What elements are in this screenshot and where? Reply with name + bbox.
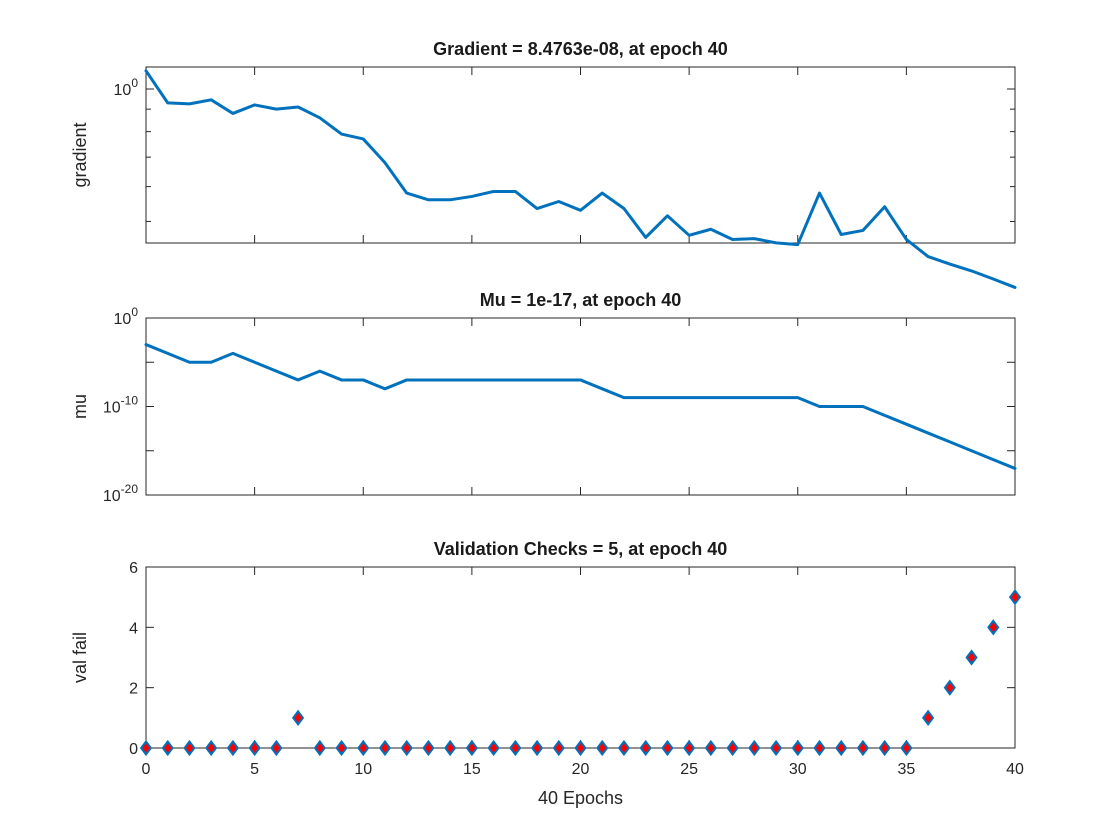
subplot-2: 100 10-10 10-20 Mu = 1e-17, at epoch 40 mu <box>70 290 1017 505</box>
data-point-marker <box>769 739 783 757</box>
data-point-marker <box>1008 589 1022 606</box>
data-point-marker <box>791 739 804 757</box>
data-point-marker <box>183 739 196 757</box>
data-point-marker <box>900 739 913 757</box>
x-axis-label: 40 Epochs <box>538 788 623 808</box>
data-point-marker <box>552 739 565 757</box>
data-point-marker <box>291 709 305 726</box>
axes-frame <box>145 566 1016 749</box>
y-tick-label: 10-20 <box>103 482 138 505</box>
series-line <box>144 69 1017 289</box>
data-point-marker <box>530 739 544 757</box>
data-point-marker <box>856 739 870 757</box>
data-point-marker <box>248 739 261 757</box>
y-axis-label: gradient <box>70 122 90 187</box>
data-point-marker <box>487 739 500 757</box>
y-tick-label: 100 <box>114 305 139 328</box>
x-tick-label: 5 <box>250 761 259 778</box>
data-point-marker <box>661 739 674 757</box>
x-tick-label: 0 <box>142 761 151 778</box>
data-point-marker <box>161 739 174 757</box>
x-tick-label: 20 <box>572 761 590 778</box>
data-point-marker <box>422 739 435 757</box>
y-tick-label: 6 <box>129 560 138 577</box>
x-tick-label: 30 <box>789 761 807 778</box>
y-tick-label: 100 <box>114 76 139 99</box>
x-tick-label: 25 <box>680 761 698 778</box>
data-point-marker <box>813 739 826 757</box>
data-point-marker <box>596 739 609 757</box>
data-point-marker <box>726 739 739 757</box>
subplot-3: 0 5 10 15 20 25 30 35 40 0 2 4 6 Validation Checks = … <box>70 539 1024 808</box>
data-point-marker <box>270 739 283 757</box>
data-point-marker <box>748 739 761 757</box>
x-tick-label: 15 <box>463 761 481 778</box>
y-tick-label: 2 <box>129 681 138 698</box>
data-point-marker <box>139 739 153 757</box>
y-tick-label: 0 <box>129 741 138 758</box>
data-point-marker <box>357 739 370 757</box>
data-point-marker <box>835 739 848 757</box>
data-point-marker <box>965 649 978 666</box>
data-point-marker <box>509 739 522 757</box>
data-point-marker <box>639 739 652 757</box>
data-point-marker <box>444 739 457 757</box>
data-point-marker <box>683 739 696 757</box>
data-point-marker <box>400 739 413 757</box>
x-tick-label: 10 <box>354 761 372 778</box>
data-point-marker <box>943 679 956 696</box>
axes-frame <box>145 317 1016 496</box>
data-point-marker <box>378 739 392 757</box>
chart-title: Validation Checks = 5, at epoch 40 <box>434 539 728 559</box>
data-point-marker <box>226 739 240 757</box>
data-point-marker <box>574 739 587 757</box>
data-point-marker <box>878 739 891 757</box>
data-point-marker <box>335 739 348 757</box>
data-point-marker <box>987 619 1000 636</box>
y-tick-label: 10-10 <box>103 394 138 417</box>
chart-title: Mu = 1e-17, at epoch 40 <box>480 290 682 310</box>
data-point-marker <box>465 739 478 757</box>
data-point-marker <box>921 709 935 726</box>
y-axis-label: val fail <box>70 632 90 683</box>
data-point-marker <box>205 739 218 757</box>
chart-title: Gradient = 8.4763e-08, at epoch 40 <box>433 39 728 59</box>
y-tick-label: 4 <box>129 620 138 637</box>
data-point-marker <box>313 739 326 757</box>
series-line <box>144 343 1017 470</box>
data-point-marker <box>617 739 631 757</box>
x-tick-label: 35 <box>897 761 915 778</box>
subplot-1: 100 Gradient = 8.4763e-08, at epoch 40 gra… <box>70 39 1017 289</box>
x-tick-label: 40 <box>1006 761 1024 778</box>
data-point-marker <box>704 739 717 757</box>
y-axis-label: mu <box>70 394 90 419</box>
axes-frame <box>145 66 1016 244</box>
